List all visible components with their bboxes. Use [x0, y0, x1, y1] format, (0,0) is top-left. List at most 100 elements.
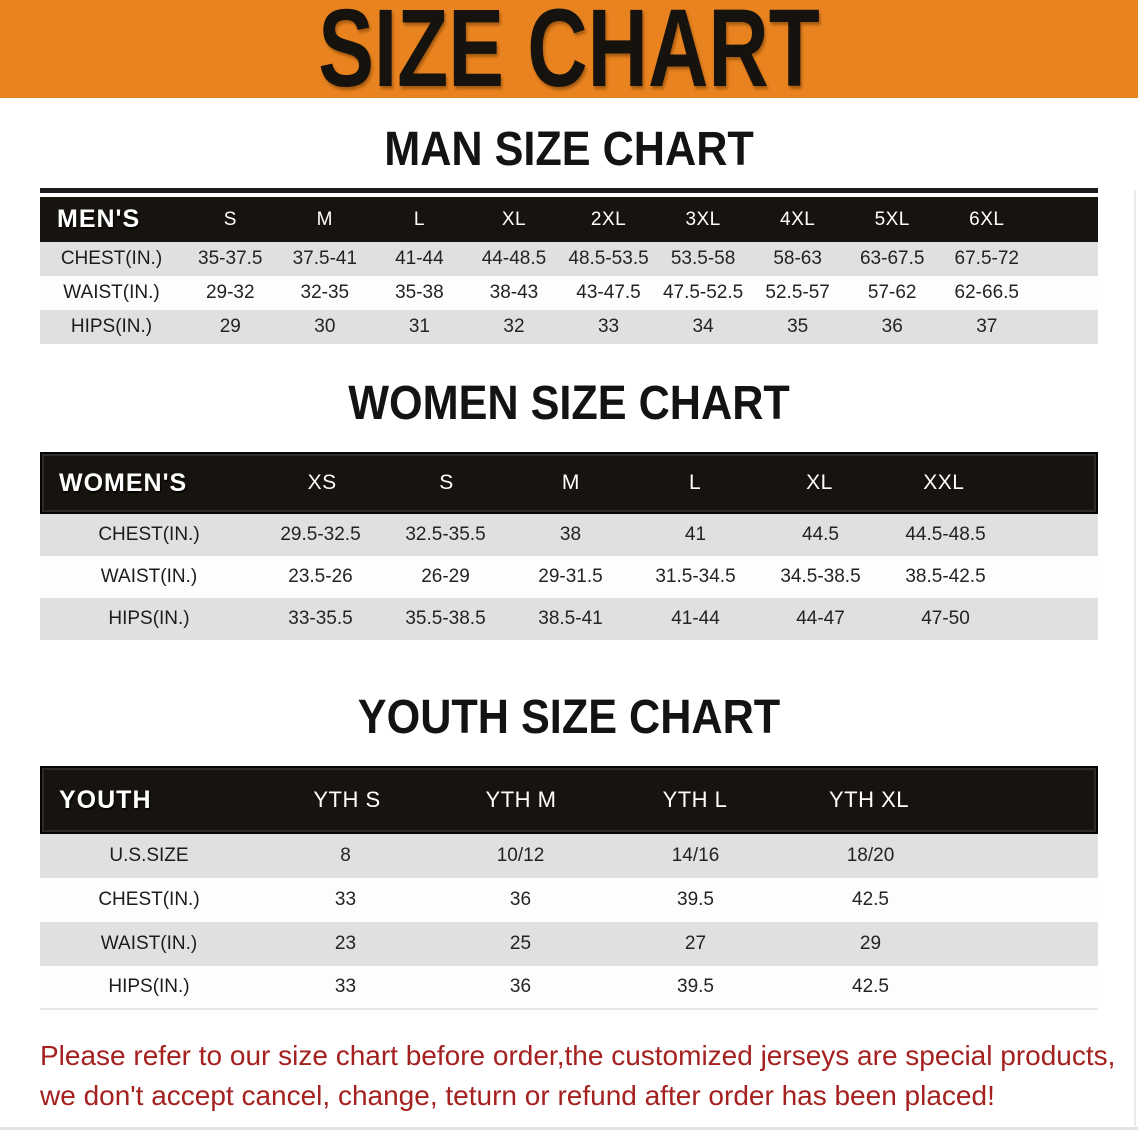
size-column-header: S — [439, 471, 454, 494]
size-column-header: 5XL — [874, 208, 910, 230]
table-header-row: MEN'S S M L XL 2XL 3XL 4XL 5XL 6XL — [40, 197, 1098, 242]
table-top-rule — [40, 188, 1098, 193]
size-cell: 44-48.5 — [481, 248, 547, 269]
size-column-header: YTH XL — [828, 787, 910, 812]
table-row: HIPS(IN.) 29 30 31 32 33 34 35 36 37 — [40, 310, 1098, 344]
size-cell: 35 — [787, 316, 809, 337]
size-cell: 26-29 — [421, 566, 470, 587]
size-cell: 29.5-32.5 — [280, 524, 361, 545]
size-column-header: YTH M — [485, 787, 557, 812]
size-cell: 38.5-41 — [538, 608, 603, 629]
table-header-label: YOUTH — [59, 785, 152, 814]
row-label: CHEST(IN.) — [98, 524, 200, 545]
size-column-header: M — [316, 208, 333, 230]
size-column-header: 3XL — [685, 208, 721, 230]
size-cell: 39.5 — [677, 889, 714, 910]
row-label: WAIST(IN.) — [63, 282, 160, 303]
size-column-header: 2XL — [590, 208, 627, 230]
size-cell: 31.5-34.5 — [655, 566, 736, 587]
size-column-header: 6XL — [969, 208, 1005, 230]
size-cell: 34.5-38.5 — [780, 566, 861, 587]
youth-size-chart-section: YOUTH SIZE CHART YOUTH YTH S YTH M YTH L YTH … — [0, 694, 1138, 1010]
size-cell: 32-35 — [300, 282, 350, 303]
size-cell: 57-62 — [867, 282, 917, 303]
table-header-label: MEN'S — [57, 205, 141, 233]
size-column-header: YTH S — [313, 787, 381, 812]
size-cell: 29-31.5 — [538, 566, 603, 587]
size-cell: 29-32 — [205, 282, 255, 303]
table-row: WAIST(IN.) 23.5-26 26-29 29-31.5 31.5-34.5 34… — [40, 556, 1098, 598]
table-row: CHEST(IN.) 33 36 39.5 42.5 — [40, 878, 1098, 922]
man-size-chart-section: MAN SIZE CHART MEN'S S M L XL 2XL 3XL 4XL 5XL 6XL C… — [0, 126, 1138, 344]
size-column-header: YTH L — [662, 787, 728, 812]
size-cell: 63-67.5 — [859, 248, 925, 269]
row-label: WAIST(IN.) — [100, 933, 198, 954]
table-row: HIPS(IN.) 33 36 39.5 42.5 — [40, 966, 1098, 1010]
size-column-header: 4XL — [780, 208, 816, 230]
women-section-title: WOMEN SIZE CHART — [348, 377, 790, 430]
size-cell: 53.5-58 — [670, 248, 736, 269]
table-header-label: WOMEN'S — [59, 468, 188, 497]
size-cell: 35-37.5 — [198, 248, 263, 269]
table-row: WAIST(IN.) 29-32 32-35 35-38 38-43 43-47.5 47.… — [40, 276, 1098, 310]
size-cell: 30 — [314, 316, 336, 337]
notice-line-2: we don't accept cancel, change, teturn o… — [40, 1080, 995, 1111]
size-cell: 33 — [334, 976, 357, 997]
size-cell: 18/20 — [846, 845, 895, 866]
size-cell: 36 — [509, 889, 532, 910]
row-label: U.S.SIZE — [109, 845, 189, 866]
size-cell: 37 — [976, 316, 998, 337]
table-row: CHEST(IN.) 35-37.5 37.5-41 41-44 44-48.5 48.5… — [40, 242, 1098, 276]
size-cell: 33 — [597, 316, 620, 337]
size-cell: 42.5 — [852, 889, 889, 910]
row-label: WAIST(IN.) — [100, 566, 198, 587]
man-section-title: MAN SIZE CHART — [384, 123, 754, 176]
size-cell: 23 — [334, 933, 357, 954]
size-column-header: XS — [307, 471, 337, 494]
banner: SIZE CHART — [0, 0, 1138, 104]
size-column-header: XL — [501, 208, 527, 230]
order-notice: Please refer to our size chart before or… — [40, 1036, 1138, 1116]
size-cell: 58-63 — [773, 248, 822, 269]
size-cell: 38 — [559, 524, 582, 545]
size-cell: 43-47.5 — [576, 282, 641, 303]
size-cell: 32 — [503, 316, 525, 337]
size-cell: 44.5-48.5 — [905, 524, 986, 545]
size-column-header: XXL — [923, 471, 965, 494]
table-row: CHEST(IN.) 29.5-32.5 32.5-35.5 38 41 44.5 44.5… — [40, 514, 1098, 556]
size-cell: 27 — [684, 933, 707, 954]
size-column-header: XL — [806, 471, 833, 494]
size-cell: 35-38 — [395, 282, 444, 303]
size-cell: 33 — [334, 889, 357, 910]
page-title: SIZE CHART — [318, 0, 820, 110]
size-cell: 10/12 — [496, 845, 545, 866]
size-cell: 8 — [340, 845, 351, 866]
size-cell: 38.5-42.5 — [905, 566, 986, 587]
women-size-table: WOMEN'S XS S M L XL XXL CHEST(IN.) 29.5-32.5 32.5… — [40, 452, 1098, 640]
size-column-header: S — [223, 208, 237, 230]
table-header-row: WOMEN'S XS S M L XL XXL — [40, 452, 1098, 514]
table-row: HIPS(IN.) 33-35.5 35.5-38.5 38.5-41 41-44 44-… — [40, 598, 1098, 640]
size-cell: 44.5 — [802, 524, 839, 545]
size-cell: 42.5 — [852, 976, 889, 997]
size-cell: 34 — [692, 316, 714, 337]
youth-size-table: YOUTH YTH S YTH M YTH L YTH XL U.S.SIZE 8 10/12… — [40, 766, 1098, 1010]
size-cell: 52.5-57 — [765, 282, 830, 303]
table-row: U.S.SIZE 8 10/12 14/16 18/20 — [40, 834, 1098, 878]
size-cell: 35.5-38.5 — [405, 608, 486, 629]
size-cell: 44-47 — [796, 608, 845, 629]
table-row: WAIST(IN.) 23 25 27 29 — [40, 922, 1098, 966]
size-cell: 25 — [509, 933, 532, 954]
row-label: CHEST(IN.) — [60, 248, 163, 269]
table-header-row: YOUTH YTH S YTH M YTH L YTH XL — [40, 766, 1098, 834]
row-label: HIPS(IN.) — [70, 316, 153, 337]
size-chart-sections: MAN SIZE CHART MEN'S S M L XL 2XL 3XL 4XL 5XL 6XL C… — [0, 126, 1138, 1010]
size-cell: 31 — [408, 316, 430, 337]
size-cell: 37.5-41 — [292, 248, 358, 269]
size-column-header: L — [413, 208, 425, 230]
row-label: HIPS(IN.) — [108, 976, 190, 997]
man-size-table: MEN'S S M L XL 2XL 3XL 4XL 5XL 6XL CHEST(IN.) 35-37… — [40, 188, 1098, 344]
size-cell: 32.5-35.5 — [405, 524, 486, 545]
size-cell: 47.5-52.5 — [662, 282, 744, 303]
